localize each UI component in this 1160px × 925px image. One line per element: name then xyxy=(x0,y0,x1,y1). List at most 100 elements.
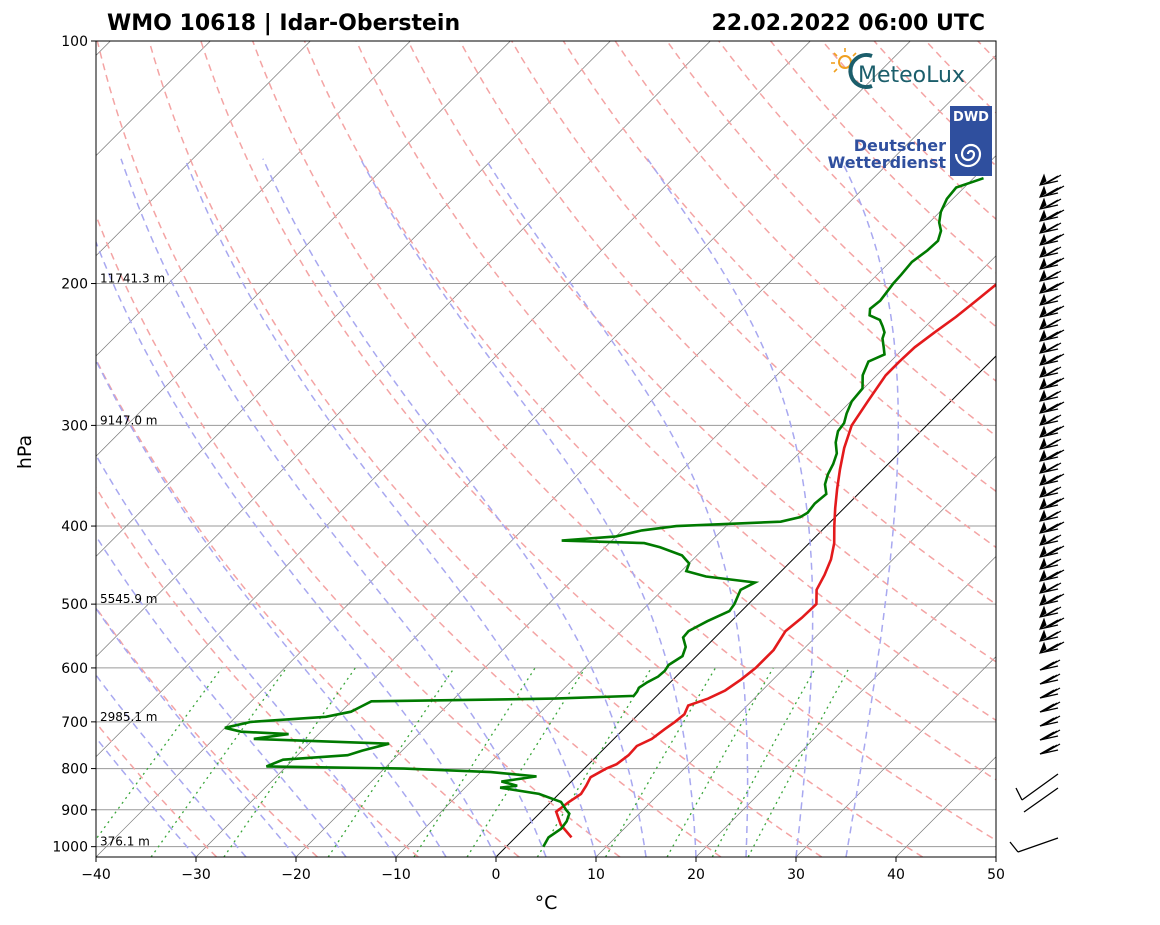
barb-staff xyxy=(1039,228,1059,234)
barb-flag xyxy=(1038,389,1047,403)
y-axis-label: hPa xyxy=(14,435,36,469)
wind-barb xyxy=(1039,743,1061,755)
moist-adiabat--15 xyxy=(96,534,347,857)
barb-flag xyxy=(1038,593,1047,607)
wind-barb xyxy=(1038,581,1062,595)
wind-barb xyxy=(1039,687,1061,699)
wind-barb xyxy=(1038,437,1062,451)
barb-line xyxy=(1046,426,1062,436)
barb-line xyxy=(1045,729,1061,739)
barb-flag xyxy=(1038,197,1047,211)
barb-line xyxy=(1043,319,1059,329)
barb-staff xyxy=(1039,372,1059,378)
barb-line xyxy=(1043,187,1059,197)
barb-staff xyxy=(1039,240,1059,246)
barb-line xyxy=(1043,619,1059,629)
barb-line xyxy=(1049,593,1065,603)
barb-line xyxy=(1049,497,1065,507)
isotherm--50 xyxy=(96,41,811,758)
mixing-ratio-0.1 xyxy=(96,667,223,841)
barb-line xyxy=(1043,511,1059,521)
barb-line xyxy=(1043,367,1059,377)
barb-staff xyxy=(1039,324,1059,330)
barb-staff xyxy=(1039,576,1059,582)
barb-line xyxy=(1043,583,1059,593)
barb-line xyxy=(1046,282,1062,292)
barb-line xyxy=(1049,377,1065,387)
barb-flag xyxy=(1038,233,1047,247)
moist-adiabat-15 xyxy=(262,158,647,857)
barb-staff xyxy=(1039,468,1059,474)
dry-adiabat-120 xyxy=(614,41,996,437)
wind-barb xyxy=(1038,449,1065,463)
wind-barb xyxy=(1038,509,1062,523)
barb-staff xyxy=(1039,624,1059,630)
wind-barb xyxy=(1038,389,1062,403)
barb-low-1 xyxy=(1015,773,1059,813)
y-tick-label-400: 400 xyxy=(61,519,88,535)
barb-line xyxy=(1043,247,1059,257)
barb-flag xyxy=(1038,605,1047,619)
barb-line xyxy=(1049,233,1065,243)
barb-line xyxy=(1046,186,1062,196)
dewpoint-profile xyxy=(224,176,984,848)
barb-line xyxy=(1049,257,1065,267)
barb-line xyxy=(1046,258,1062,268)
barb-staff xyxy=(1039,516,1059,522)
barb-flag xyxy=(1038,545,1047,559)
barb-flag xyxy=(1038,449,1047,463)
barb-flag xyxy=(1038,425,1047,439)
x-tick-label-30: 30 xyxy=(787,867,805,883)
wind-barb-low xyxy=(1015,773,1059,813)
isotherm--10 xyxy=(395,255,996,857)
y-tick-label-600: 600 xyxy=(61,661,88,677)
barb-line xyxy=(1049,569,1065,579)
isotherm-30 xyxy=(795,656,996,857)
wind-barb-surface xyxy=(1009,837,1059,853)
barb-line xyxy=(1043,487,1059,497)
wind-barb xyxy=(1038,257,1065,271)
mixing-ratio-16 xyxy=(711,667,817,857)
height-label-200: 11741.3 m xyxy=(100,272,165,286)
y-tick-label-800: 800 xyxy=(61,762,88,778)
barb-flag xyxy=(1038,221,1047,235)
barb-line xyxy=(1046,246,1062,256)
barb-staff xyxy=(1039,312,1059,318)
wind-barb xyxy=(1039,659,1061,671)
barb-staff xyxy=(1039,444,1059,450)
barb-staff xyxy=(1039,665,1059,671)
barb-staff xyxy=(1039,384,1059,390)
wind-barb xyxy=(1038,521,1065,535)
barb-line xyxy=(1043,475,1059,485)
chart-title-datetime: 22.02.2022 06:00 UTC xyxy=(711,11,985,36)
barb-line xyxy=(1046,522,1062,532)
series-layer xyxy=(224,176,996,848)
barb-line xyxy=(1049,353,1065,363)
barb-line xyxy=(1046,306,1062,316)
barb-staff xyxy=(1039,648,1059,654)
barb-surface xyxy=(1009,837,1059,853)
mixing-ratio-5 xyxy=(536,667,652,857)
barb-line xyxy=(1046,438,1062,448)
y-tick-label-500: 500 xyxy=(61,597,88,613)
wind-barb xyxy=(1038,281,1065,295)
height-label-1000: 376.1 m xyxy=(100,835,150,849)
barb-line xyxy=(1045,701,1061,711)
y-tick-label-200: 200 xyxy=(61,277,88,293)
wind-barb xyxy=(1038,377,1065,391)
wind-barb xyxy=(1038,269,1062,283)
wind-barb xyxy=(1038,293,1062,307)
barb-line xyxy=(1049,449,1065,459)
barb-line xyxy=(1046,390,1062,400)
barb-line xyxy=(1042,674,1058,684)
dwd-logo: DWD Deutscher Wetterdienst xyxy=(828,106,992,176)
barb-line xyxy=(1039,731,1055,741)
barb-staff xyxy=(1039,540,1059,546)
wind-barb xyxy=(1038,173,1062,187)
barb-line xyxy=(1043,379,1059,389)
barb-line xyxy=(1046,582,1062,592)
wind-barb xyxy=(1039,701,1061,713)
x-tick-label-10: 10 xyxy=(587,867,605,883)
barb-staff xyxy=(1039,564,1059,570)
moist-adiabat-30 xyxy=(646,158,814,857)
